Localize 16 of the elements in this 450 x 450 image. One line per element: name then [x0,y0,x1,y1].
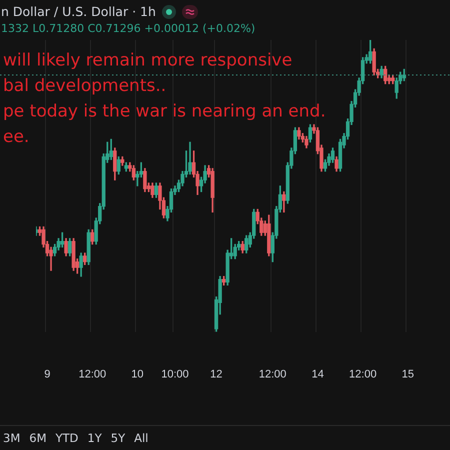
x-tick-label: 12 [210,368,222,380]
x-tick-label: 15 [402,368,414,380]
x-tick-label: 10:00 [161,368,189,380]
x-tick-label: 12:00 [258,368,286,380]
x-tick-label: 12:00 [78,368,106,380]
x-tick-label: 9 [44,368,50,380]
x-tick-label: 12:00 [349,368,377,380]
x-tick-label: 14 [312,368,324,380]
text: ee. [3,126,30,147]
text: 3M 6M YTD 1Y 5Y All [3,431,148,445]
annotation: pe today is the war is nearing an end. [3,101,326,122]
chart-title: n Dollar / U.S. Dollar · 1h [1,4,156,19]
x-tick-label: 10 [131,368,144,380]
annotation: bal developments.. [3,76,166,96]
chart-subtitle: 1332 L0.71280 C0.71296 +0.00012 (+0.02%) [1,22,256,35]
annotation: will likely remain more responsive [3,50,292,70]
